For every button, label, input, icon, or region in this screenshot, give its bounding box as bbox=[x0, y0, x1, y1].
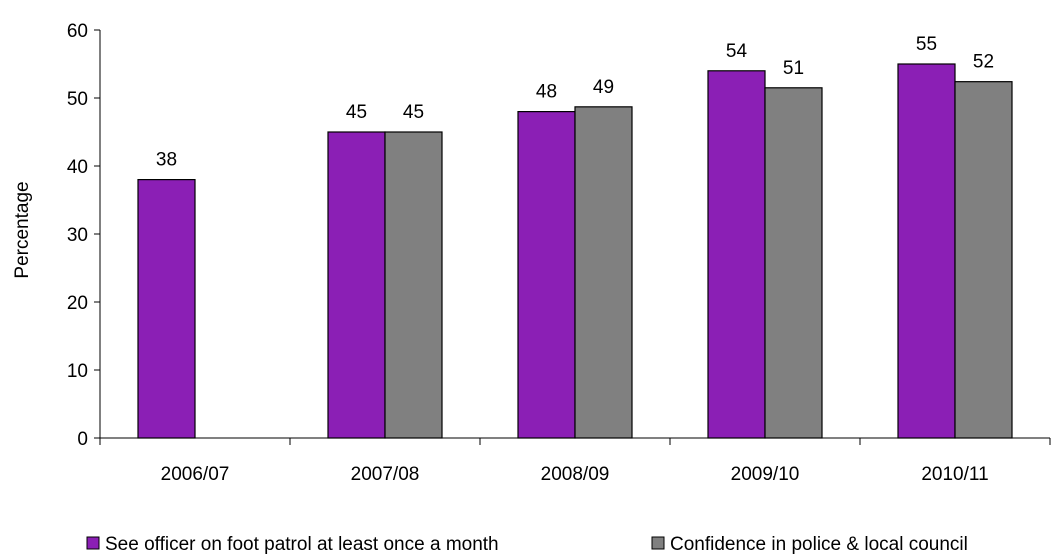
data-labels: 38 45 45 48 49 54 51 55 52 bbox=[156, 34, 994, 171]
legend-swatch bbox=[651, 536, 665, 550]
y-tick-label: 20 bbox=[67, 293, 88, 314]
bar-foot-patrol-2007-08 bbox=[327, 131, 386, 439]
legend-swatch bbox=[86, 536, 100, 550]
y-tick-label: 0 bbox=[77, 429, 88, 450]
bar-foot-patrol-2010-11 bbox=[897, 63, 956, 439]
x-tick-label: 2006/07 bbox=[161, 464, 230, 485]
data-label: 49 bbox=[593, 77, 614, 98]
bar-confidence-2010-11 bbox=[954, 81, 1013, 439]
legend: See officer on foot patrol at least once… bbox=[86, 534, 968, 555]
data-label: 52 bbox=[973, 52, 994, 73]
x-tick-label: 2008/09 bbox=[541, 464, 610, 485]
legend-label: Confidence in police & local council bbox=[670, 534, 968, 554]
y-tick-label: 40 bbox=[67, 157, 88, 178]
bar-foot-patrol-2006-07 bbox=[137, 179, 196, 439]
data-label: 45 bbox=[403, 102, 424, 123]
bar-foot-patrol-2009-10 bbox=[707, 70, 766, 439]
bar-foot-patrol-2008-09 bbox=[517, 110, 576, 439]
bar-confidence-2008-09 bbox=[574, 106, 633, 439]
y-tick-label: 50 bbox=[67, 89, 88, 110]
data-label: 51 bbox=[783, 58, 804, 79]
y-axis-title: Percentage bbox=[12, 181, 33, 278]
legend-label: See officer on foot patrol at least once… bbox=[105, 534, 499, 554]
x-tick-label: 2010/11 bbox=[921, 464, 988, 485]
y-tick-label: 60 bbox=[67, 21, 88, 42]
data-label: 48 bbox=[536, 82, 557, 103]
data-label: 55 bbox=[916, 34, 937, 55]
y-tick-label: 30 bbox=[67, 225, 88, 246]
y-axis-ticks: 0 10 20 30 40 50 60 bbox=[67, 21, 100, 450]
x-axis-ticks: 2006/07 2007/08 2008/09 2009/10 2010/11 bbox=[99, 438, 1051, 485]
y-tick-label: 10 bbox=[67, 361, 88, 382]
data-label: 54 bbox=[726, 41, 748, 62]
x-tick-label: 2009/10 bbox=[731, 464, 800, 485]
bar-confidence-2007-08 bbox=[384, 131, 443, 439]
bar-confidence-2009-10 bbox=[764, 87, 823, 439]
axes bbox=[99, 30, 1050, 439]
data-label: 45 bbox=[346, 102, 367, 123]
x-tick-label: 2007/08 bbox=[351, 464, 420, 485]
bar-marks bbox=[137, 63, 1013, 439]
data-label: 38 bbox=[156, 150, 177, 171]
